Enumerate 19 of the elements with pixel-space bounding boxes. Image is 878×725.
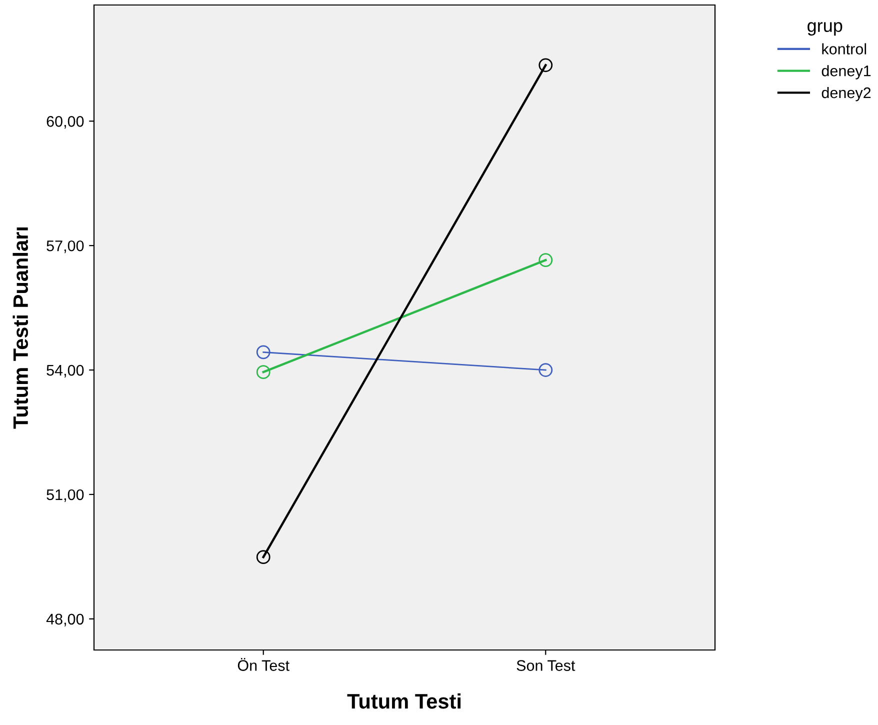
point [256,345,270,360]
y-tick-label: 48,00 [46,614,84,626]
legend-title: grup [808,22,842,36]
legend-label: kontrol [822,43,866,54]
y-tick-label: 51,00 [46,489,84,502]
point [256,550,270,564]
y-tick-label: 54,00 [46,364,84,378]
x-tick-label: Ön Test [238,658,290,671]
legend-label: deney2 [822,86,871,102]
legend-label: deney1 [822,65,871,80]
point [256,365,270,380]
point [538,363,553,377]
x-tick-label: Son Test [516,660,576,671]
point [538,253,553,268]
y-axis-title: Tutum Testi Puanları [12,227,28,429]
point [538,58,553,72]
y-tick-label: 57,00 [46,240,84,254]
x-axis-title: Tutum Testi [347,693,461,709]
y-tick-label: 60,00 [46,116,84,129]
